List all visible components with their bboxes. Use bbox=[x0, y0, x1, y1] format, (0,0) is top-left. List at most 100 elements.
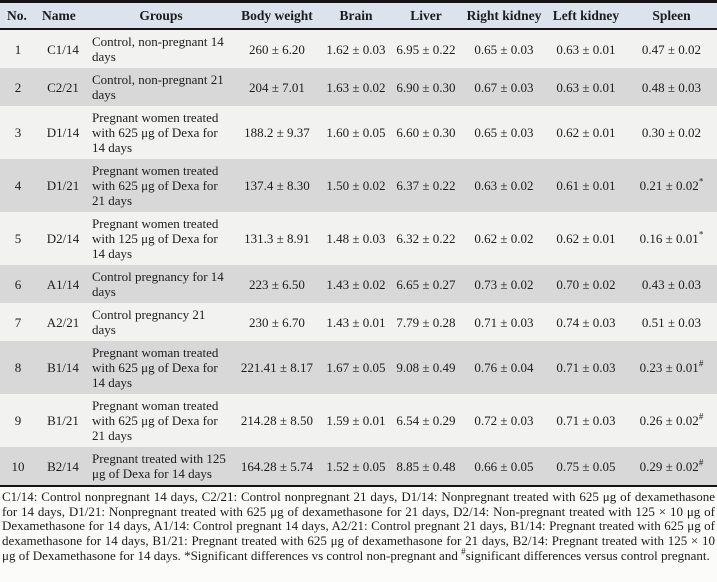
brain-value: 1.62 ± 0.03 bbox=[326, 41, 386, 57]
group-name-code: B2/14 bbox=[47, 458, 79, 474]
brain-value: 1.60 ± 0.05 bbox=[326, 125, 386, 140]
left-kidney-value: 0.61 ± 0.01 bbox=[556, 178, 616, 193]
group-name-code: C2/21 bbox=[47, 79, 79, 95]
col-header-brain: Brain bbox=[322, 1, 390, 30]
spleen-number: 0.21 ± 0.02 bbox=[639, 178, 699, 193]
row-number: 1 bbox=[14, 41, 22, 57]
significance-marker: # bbox=[698, 411, 704, 422]
table-row: 9 B1/21 Pregnant woman treated with 625 … bbox=[0, 394, 717, 447]
right-kidney-value: 0.66 ± 0.05 bbox=[474, 458, 534, 474]
table-row: 5 D2/14 Pregnant women treated with 125 … bbox=[0, 212, 717, 265]
brain-value: 1.48 ± 0.03 bbox=[326, 231, 386, 246]
group-description: Pregnant women treated with 625 μg of De… bbox=[92, 163, 219, 208]
liver-value: 6.95 ± 0.22 bbox=[396, 41, 456, 57]
table-header: No. Name Groups Body weight Brain Liver … bbox=[0, 1, 717, 30]
row-number: 4 bbox=[14, 178, 22, 193]
body-weight-value: 230 ± 6.70 bbox=[249, 314, 305, 330]
footnote-sig-nonpregnant: *Significant differences vs control non-… bbox=[184, 547, 462, 563]
table-row: 2 C2/21 Control, non-pregnant 21 days 20… bbox=[0, 68, 717, 106]
body-weight-value: 164.28 ± 5.74 bbox=[240, 458, 314, 474]
brain-value: 1.59 ± 0.01 bbox=[326, 413, 386, 428]
table-row: 6 A1/14 Control pregnancy for 14 days 22… bbox=[0, 265, 717, 303]
left-kidney-value: 0.75 ± 0.05 bbox=[556, 458, 616, 474]
right-kidney-value: 0.62 ± 0.02 bbox=[474, 231, 534, 246]
significance-marker: # bbox=[698, 457, 704, 468]
footnote-sig-pregnant: significant differences versus control p… bbox=[465, 547, 710, 563]
spleen-number: 0.30 ± 0.02 bbox=[641, 125, 702, 140]
group-description: Pregnant women treated with 125 μg of De… bbox=[92, 216, 219, 261]
brain-value: 1.52 ± 0.05 bbox=[326, 458, 386, 474]
col-header-right-kidney: Right kidney bbox=[462, 1, 546, 30]
table-body: 1 C1/14 Control, non-pregnant 14 days 2 6… bbox=[0, 29, 717, 486]
row-number: 2 bbox=[14, 79, 22, 95]
group-description: Pregnant treated with 125 μg of Dexa for… bbox=[92, 451, 226, 481]
footnote-definitions: C1/14: Control nonpregnant 14 days, C2/2… bbox=[2, 489, 715, 563]
spleen-number: 0.48 ± 0.03 bbox=[641, 79, 702, 95]
body-weight-value: 204 ± 7.01 bbox=[249, 79, 305, 95]
body-weight-value: 223 ± 6.50 bbox=[249, 276, 305, 292]
col-header-liver: Liver bbox=[390, 1, 462, 30]
group-name-code: D2/14 bbox=[46, 231, 80, 246]
liver-value: 7.79 ± 0.28 bbox=[396, 314, 456, 330]
row-number: 9 bbox=[14, 413, 22, 428]
spleen-value: 0.48 ± 0.03 bbox=[626, 68, 717, 106]
spleen-value: 0.21 ± 0.02* bbox=[626, 159, 717, 212]
body-weight-value: 131.3 ± 8.91 bbox=[244, 231, 310, 246]
significance-marker: # bbox=[698, 358, 704, 369]
spleen-value: 0.16 ± 0.01* bbox=[626, 212, 717, 265]
group-description: Pregnant woman treated with 625 μg of De… bbox=[92, 345, 219, 390]
spleen-number: 0.26 ± 0.02 bbox=[639, 413, 699, 428]
spleen-value: 0.43 ± 0.03 bbox=[626, 265, 717, 303]
left-kidney-value: 0.63 ± 0.01 bbox=[556, 79, 616, 95]
spleen-value: 0.30 ± 0.02 bbox=[626, 106, 717, 159]
row-number: 5 bbox=[14, 231, 22, 246]
right-kidney-value: 0.71 ± 0.03 bbox=[474, 314, 534, 330]
right-kidney-value: 0.67 ± 0.03 bbox=[474, 79, 534, 95]
col-header-spleen: Spleen bbox=[626, 1, 717, 30]
brain-value: 1.50 ± 0.02 bbox=[326, 178, 386, 193]
group-description: Pregnant women treated with 625 μg of De… bbox=[92, 110, 219, 155]
col-header-groups: Groups bbox=[90, 1, 232, 30]
spleen-value: 0.26 ± 0.02# bbox=[626, 394, 717, 447]
liver-value: 6.60 ± 0.30 bbox=[396, 125, 456, 140]
liver-value: 6.32 ± 0.22 bbox=[396, 231, 456, 246]
spleen-number: 0.16 ± 0.01 bbox=[639, 231, 699, 246]
table-row: 10 B2/14 Pregnant treated with 125 μg of… bbox=[0, 447, 717, 486]
row-number: 8 bbox=[14, 360, 22, 375]
right-kidney-value: 0.65 ± 0.03 bbox=[474, 125, 534, 140]
body-weight-value: 137.4 ± 8.30 bbox=[244, 178, 310, 193]
left-kidney-value: 0.74 ± 0.03 bbox=[556, 314, 616, 330]
significance-marker: * bbox=[698, 229, 704, 240]
col-header-body-weight: Body weight bbox=[232, 1, 322, 30]
col-header-no: No. bbox=[0, 1, 36, 30]
liver-value: 6.54 ± 0.29 bbox=[396, 413, 456, 428]
significance-marker: * bbox=[698, 176, 704, 187]
table-row: 3 D1/14 Pregnant women treated with 625 … bbox=[0, 106, 717, 159]
left-kidney-value: 0.70 ± 0.02 bbox=[556, 276, 616, 292]
spleen-number: 0.29 ± 0.02 bbox=[639, 458, 699, 474]
right-kidney-value: 0.73 ± 0.02 bbox=[474, 276, 534, 292]
row-number: 10 bbox=[11, 458, 25, 474]
liver-value: 6.37 ± 0.22 bbox=[396, 178, 456, 193]
header-row: No. Name Groups Body weight Brain Liver … bbox=[0, 1, 717, 30]
group-name-code: B1/14 bbox=[47, 360, 79, 375]
organ-weight-table: No. Name Groups Body weight Brain Liver … bbox=[0, 0, 717, 487]
right-kidney-value: 0.63 ± 0.02 bbox=[474, 178, 534, 193]
left-kidney-value: 0.62 ± 0.01 bbox=[556, 125, 616, 140]
right-kidney-value: 0.76 ± 0.04 bbox=[474, 360, 534, 375]
right-kidney-value: 0.72 ± 0.03 bbox=[474, 413, 534, 428]
spleen-number: 0.47 ± 0.02 bbox=[641, 41, 702, 57]
col-header-name: Name bbox=[36, 1, 90, 30]
brain-value: 1.67 ± 0.05 bbox=[326, 360, 386, 375]
group-description: Control, non-pregnant 21 days bbox=[92, 72, 224, 102]
group-description: Control, non-pregnant 14 days bbox=[92, 34, 224, 64]
group-name-code: D1/14 bbox=[46, 125, 80, 140]
spleen-number: 0.43 ± 0.03 bbox=[641, 276, 702, 292]
brain-value: 1.63 ± 0.02 bbox=[326, 79, 386, 95]
body-weight-value: 214.28 ± 8.50 bbox=[240, 413, 314, 428]
footnote: C1/14: Control nonpregnant 14 days, C2/2… bbox=[0, 487, 717, 564]
group-name-code: C1/14 bbox=[47, 41, 79, 57]
spleen-value: 0.23 ± 0.01# bbox=[626, 341, 717, 394]
spleen-number: 0.23 ± 0.01 bbox=[639, 360, 699, 375]
